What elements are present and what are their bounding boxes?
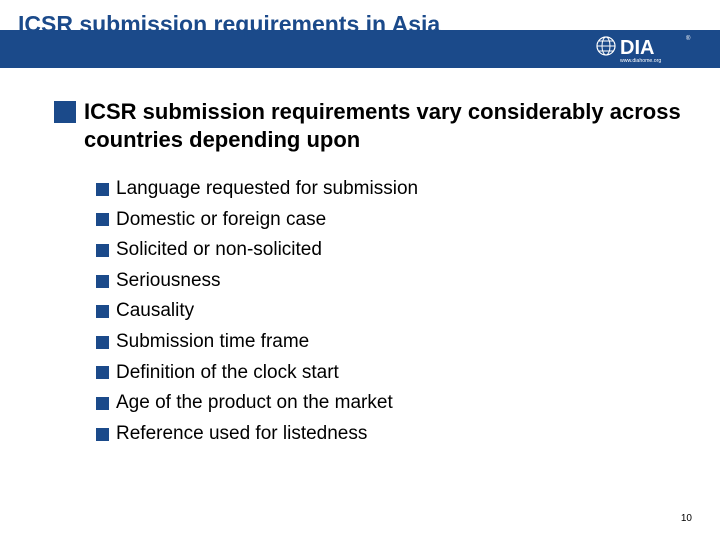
dia-logo: DIA ® www.diahome.org <box>590 30 698 68</box>
item-text: Submission time frame <box>116 329 309 356</box>
bullet-icon <box>96 183 109 196</box>
slide: ICSR submission requirements in Asia DIA… <box>0 0 720 540</box>
bullet-icon <box>54 101 76 123</box>
list-item: Solicited or non-solicited <box>96 237 418 264</box>
intro-block: ICSR submission requirements vary consid… <box>54 98 702 153</box>
list-item: Seriousness <box>96 268 418 295</box>
bullet-icon <box>96 275 109 288</box>
list-item: Submission time frame <box>96 329 418 356</box>
bullet-icon <box>96 428 109 441</box>
item-text: Age of the product on the market <box>116 390 393 417</box>
page-number: 10 <box>681 513 692 524</box>
item-text: Language requested for submission <box>116 176 418 203</box>
item-text: Reference used for listedness <box>116 421 367 448</box>
bullet-icon <box>96 336 109 349</box>
list-item: Language requested for submission <box>96 176 418 203</box>
item-text: Solicited or non-solicited <box>116 237 322 264</box>
item-text: Domestic or foreign case <box>116 207 326 234</box>
list-item: Domestic or foreign case <box>96 207 418 234</box>
list-item: Age of the product on the market <box>96 390 418 417</box>
title-bar: ICSR submission requirements in Asia DIA… <box>0 8 720 70</box>
bullet-icon <box>96 366 109 379</box>
bullet-icon <box>96 244 109 257</box>
svg-text:DIA: DIA <box>620 37 654 59</box>
intro-text: ICSR submission requirements vary consid… <box>84 98 702 153</box>
item-text: Causality <box>116 298 194 325</box>
bullet-icon <box>96 305 109 318</box>
list-item: Definition of the clock start <box>96 360 418 387</box>
list-item: Causality <box>96 298 418 325</box>
bullet-icon <box>96 397 109 410</box>
item-text: Definition of the clock start <box>116 360 339 387</box>
svg-text:®: ® <box>686 35 691 42</box>
bullet-icon <box>96 213 109 226</box>
svg-text:www.diahome.org: www.diahome.org <box>620 58 661 64</box>
globe-icon: DIA ® www.diahome.org <box>594 32 694 66</box>
item-text: Seriousness <box>116 268 221 295</box>
list-item: Reference used for listedness <box>96 421 418 448</box>
slide-title: ICSR submission requirements in Asia <box>18 10 538 39</box>
item-list: Language requested for submission Domest… <box>96 176 418 451</box>
